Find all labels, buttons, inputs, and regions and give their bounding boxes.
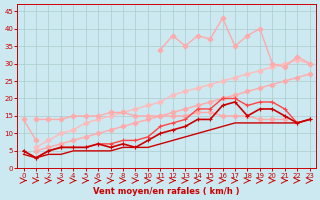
X-axis label: Vent moyen/en rafales ( km/h ): Vent moyen/en rafales ( km/h ) [93,187,240,196]
